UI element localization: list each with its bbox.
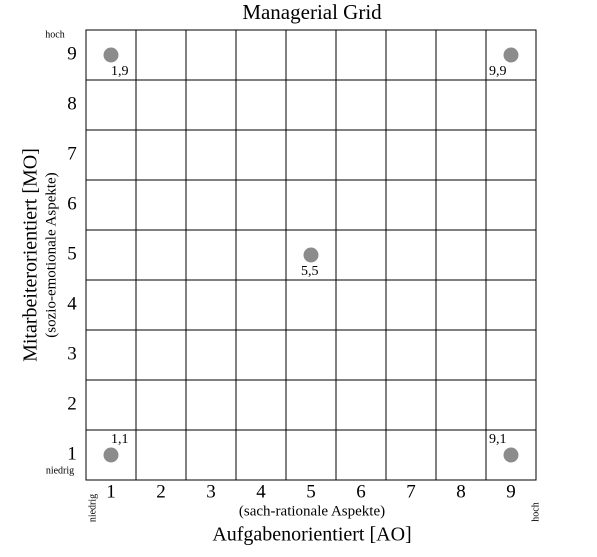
x-tick-label: 8 [456, 481, 466, 502]
y-tick-label: 5 [67, 243, 77, 264]
x-axis-sublabel: (sach-rationale Aspekte) [239, 503, 385, 519]
x-tick-label: 4 [256, 481, 266, 502]
chart-title: Managerial Grid [242, 0, 382, 24]
y-tick-label: 4 [67, 293, 77, 314]
x-low-label: niedrig [87, 494, 98, 522]
x-tick-label: 2 [156, 481, 166, 502]
y-tick-label: 7 [67, 143, 77, 164]
y-low-label: niedrig [46, 465, 74, 476]
y-tick-label: 3 [67, 343, 77, 364]
y-axis-label: Mitarbeiterorientiert [MO] [20, 148, 42, 362]
x-tick-label: 9 [506, 481, 516, 502]
point-label: 1,1 [111, 432, 129, 447]
x-tick-label: 1 [106, 481, 116, 502]
y-tick-label: 8 [67, 93, 77, 114]
point [503, 47, 519, 63]
point [503, 447, 519, 463]
y-axis-sublabel: (sozio-emotionale Aspekte) [43, 172, 59, 337]
x-axis-label: Aufgabenorientiert [AO] [212, 524, 411, 546]
x-tick-label: 7 [406, 481, 416, 502]
x-tick-label: 5 [306, 481, 316, 502]
x-tick-label: 3 [206, 481, 216, 502]
y-tick-label: 1 [67, 443, 77, 464]
point-label: 5,5 [301, 264, 319, 279]
point-label: 9,9 [489, 64, 507, 79]
plot-frame [85, 29, 537, 481]
y-tick-label: 2 [67, 393, 77, 414]
point [303, 247, 319, 263]
y-tick-label: 9 [67, 43, 77, 64]
y-tick-label: 6 [67, 193, 77, 214]
point-label: 9,1 [489, 432, 507, 447]
x-tick-label: 6 [356, 481, 366, 502]
point [103, 47, 119, 63]
point [103, 447, 119, 463]
x-high-label: hoch [530, 502, 541, 521]
y-high-label: hoch [45, 29, 64, 40]
point-label: 1,9 [111, 64, 129, 79]
